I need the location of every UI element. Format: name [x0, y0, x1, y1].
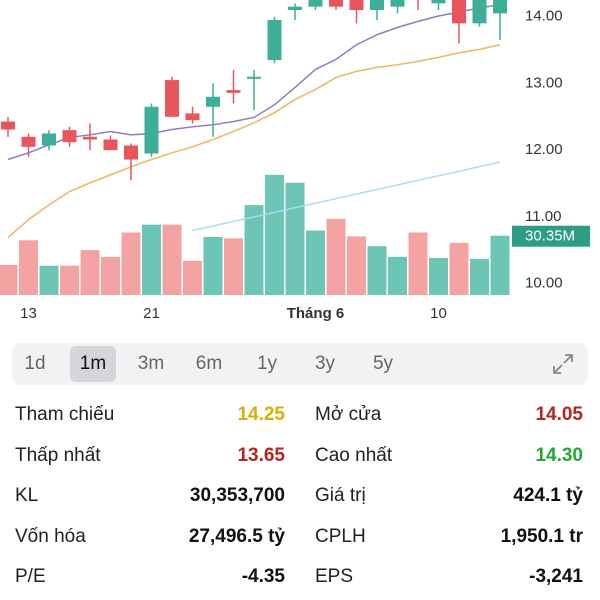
candle-body	[308, 0, 323, 7]
candle-body	[472, 0, 487, 24]
candle-body	[431, 0, 446, 4]
candle-body	[247, 76, 261, 79]
stat-label: Thấp nhất	[15, 444, 101, 466]
stat-label: Mở cửa	[315, 404, 382, 425]
candle-body	[124, 145, 138, 160]
volume-bar	[142, 224, 161, 295]
volume-bar	[244, 205, 264, 295]
period-button[interactable]: 3m	[137, 353, 165, 374]
stats-row: P/E -4.35 EPS -3,241	[0, 566, 600, 596]
candle-body	[267, 20, 282, 61]
expand-icon[interactable]	[552, 353, 574, 375]
volume-bar	[121, 232, 141, 295]
volume-bar	[347, 236, 366, 295]
candle-body	[62, 130, 77, 143]
candle-body	[206, 96, 220, 107]
candle-body	[390, 0, 405, 7]
volume-bar	[162, 224, 182, 295]
volume-bar	[285, 182, 305, 295]
stat-value: 27,496.5 tỷ	[188, 525, 285, 547]
volume-label: 30.35M	[525, 228, 575, 245]
candle-body	[21, 136, 36, 147]
candle-body	[144, 106, 159, 154]
candle-body	[83, 136, 97, 140]
candle-body	[226, 90, 241, 93]
candle-body	[493, 0, 507, 14]
volume-bar	[408, 232, 428, 295]
volume-bar	[367, 246, 387, 295]
volume-bar	[101, 256, 120, 295]
stat-value: -4.35	[241, 566, 285, 587]
candle-body	[1, 121, 15, 130]
x-tick-label: 13	[20, 305, 37, 322]
volume-bar	[490, 235, 510, 295]
candle-body	[349, 0, 364, 11]
stat-value: 14.25	[237, 404, 285, 425]
stat-label: Vốn hóa	[15, 525, 86, 547]
volume-bar	[19, 240, 38, 295]
stat-label: EPS	[315, 566, 354, 587]
stat-label: Giá trị	[315, 485, 366, 506]
volume-bar	[429, 257, 448, 295]
stat-label: Tham chiếu	[15, 404, 115, 425]
volume-bar	[224, 238, 243, 295]
volume-ma-line	[192, 161, 501, 232]
stat-label: Cao nhất	[315, 444, 393, 466]
volume-bar	[0, 264, 18, 295]
volume-bar	[449, 242, 469, 295]
volume-bar	[388, 256, 407, 295]
volume-tag	[512, 225, 590, 247]
period-button[interactable]: 1d	[24, 353, 46, 374]
stat-label: P/E	[15, 566, 46, 587]
period-button[interactable]: 1y	[256, 353, 278, 374]
stats-row: KL 30,353,700 Giá trị 424.1 tỷ	[0, 485, 600, 515]
y-tick-label: 14.00	[525, 8, 563, 25]
stat-value: 1,950.1 tr	[500, 525, 583, 547]
volume-bar	[306, 230, 325, 295]
volume-bar	[470, 258, 489, 295]
x-tick-label: Tháng 6	[287, 305, 345, 322]
y-tick-label: 11.00	[525, 208, 561, 225]
volume-bar	[326, 218, 346, 295]
y-tick-label: 10.00	[525, 275, 563, 292]
candle-body	[165, 80, 179, 117]
volume-bar	[60, 265, 79, 295]
candle-body	[42, 133, 56, 146]
period-button[interactable]: 6m	[195, 353, 223, 374]
candle-body	[452, 0, 466, 24]
volume-bar	[203, 236, 223, 295]
stats-row: Thấp nhất 13.65 Cao nhất 14.30	[0, 445, 600, 475]
stats-row: Tham chiếu 14.25 Mở cửa 14.05	[0, 404, 600, 434]
stat-value: 30,353,700	[189, 485, 285, 506]
chart: 10.00 11.00 12.00 13.00 14.00 13 21 Tháng 6 10 30…	[0, 0, 590, 322]
stat-value: -3,241	[529, 566, 583, 587]
stat-value: 13.65	[237, 444, 285, 466]
candle-body	[329, 0, 343, 7]
stat-value: 424.1 tỷ	[513, 485, 583, 506]
volume-bar	[183, 260, 202, 295]
x-tick-label: 21	[143, 305, 160, 322]
ma-line	[7, 43, 501, 239]
stats-row: Vốn hóa 27,496.5 tỷ CPLH 1,950.1 tr	[0, 526, 600, 556]
volume-bar	[265, 174, 284, 295]
volume-bar	[39, 265, 59, 295]
period-selector: 1d 1m 3m 6m 1y 3y 5y	[12, 343, 588, 385]
stat-value: 14.05	[535, 404, 583, 425]
stat-label: KL	[15, 485, 39, 506]
y-tick-label: 13.00	[525, 74, 563, 91]
candle-body	[103, 139, 118, 151]
stat-label: CPLH	[315, 525, 366, 547]
period-button[interactable]: 3y	[314, 353, 336, 374]
period-button[interactable]: 5y	[372, 353, 394, 374]
stat-value: 14.30	[535, 444, 583, 466]
candle-body	[370, 0, 384, 11]
candle-body	[288, 6, 302, 11]
volume-bar	[80, 250, 100, 295]
y-tick-label: 12.00	[525, 141, 563, 158]
period-button[interactable]: 1m	[70, 346, 116, 382]
candle-body	[185, 113, 200, 121]
x-tick-label: 10	[430, 305, 447, 322]
